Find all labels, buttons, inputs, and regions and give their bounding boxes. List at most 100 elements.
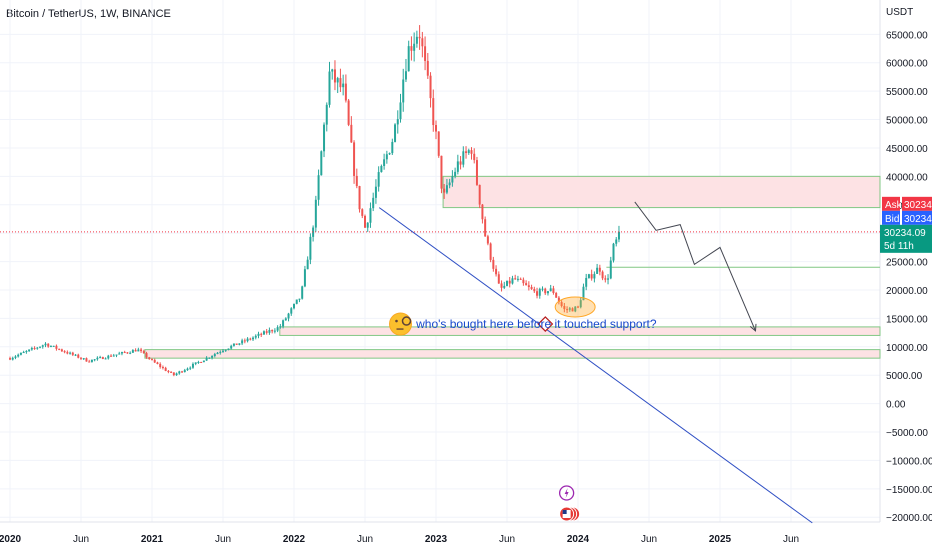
- candle-body: [93, 359, 96, 361]
- candle-body: [77, 354, 80, 358]
- candle-body: [309, 236, 312, 260]
- candle-body: [609, 260, 612, 279]
- candle-body: [607, 278, 610, 280]
- y-tick-label: 40000.00: [886, 172, 928, 183]
- drawings: who's bought here before it touched supp…: [0, 201, 880, 524]
- trend-line[interactable]: [378, 207, 813, 524]
- highlight-ellipse[interactable]: [554, 296, 596, 318]
- candle-body: [593, 273, 596, 279]
- candle-body: [28, 349, 31, 352]
- candle-body: [508, 280, 511, 284]
- candle-body: [462, 151, 465, 165]
- candle-body: [443, 188, 446, 193]
- x-tick-label: 2022: [283, 534, 306, 545]
- candles: [9, 25, 620, 377]
- candle-body: [538, 288, 541, 296]
- candle-body: [495, 268, 498, 275]
- candle-body: [222, 350, 224, 352]
- thinking-face-icon: [389, 312, 412, 336]
- candle-body: [500, 283, 503, 288]
- zone-box[interactable]: [144, 349, 881, 359]
- candle-body: [317, 175, 320, 200]
- bid-label-bg: [882, 210, 900, 225]
- candle-body: [49, 346, 52, 348]
- candle-body: [617, 231, 620, 240]
- y-tick-label: 20000.00: [886, 286, 928, 297]
- candle-body: [598, 267, 601, 272]
- ask-label: Ask: [885, 200, 903, 211]
- candle-body: [112, 355, 115, 357]
- candle-body: [336, 78, 339, 83]
- candle-body: [134, 350, 137, 352]
- ask-value: 30234.10: [904, 200, 932, 211]
- candle-body: [9, 358, 11, 360]
- candle-body: [394, 124, 397, 142]
- annotation-text[interactable]: who's bought here before it touched supp…: [415, 317, 657, 331]
- candle-body: [295, 299, 298, 304]
- candle-body: [183, 370, 186, 373]
- candle-body: [129, 352, 132, 354]
- candle-body: [19, 352, 22, 355]
- candle-body: [402, 79, 405, 103]
- candle-body: [241, 340, 244, 344]
- y-tick-label: 65000.00: [886, 30, 928, 41]
- grid-lines: [0, 0, 881, 523]
- candle-body: [557, 297, 560, 303]
- candle-body: [525, 283, 528, 286]
- candle-body: [407, 46, 410, 72]
- x-axis: Jun 2020 Jun 2021 Jun 2022 Jun 2023 Jun 2024 Jun 20…: [0, 534, 799, 545]
- candle-body: [156, 362, 159, 364]
- candle-body: [246, 338, 249, 342]
- candle-body: [238, 343, 241, 345]
- candle-body: [418, 36, 421, 39]
- y-axis: USDT 65000.00 60000.00 55000.00 50000.00 4500…: [886, 7, 932, 524]
- candle-body: [181, 371, 184, 373]
- candle-body: [519, 278, 522, 280]
- candle-body: [415, 36, 418, 44]
- candle-body: [131, 350, 134, 353]
- candle-body: [347, 100, 350, 125]
- candle-body: [41, 345, 44, 347]
- candle-body: [33, 348, 36, 350]
- y-tick-label: −20000.00: [886, 513, 932, 524]
- candle-body: [456, 161, 459, 172]
- candle-body: [74, 354, 77, 356]
- bid-value: 30234.09: [904, 214, 932, 225]
- y-tick-label: −15000.00: [886, 485, 932, 496]
- candle-body: [388, 153, 391, 155]
- zone-box[interactable]: [279, 326, 881, 336]
- lightning-bolt-icon: [564, 488, 569, 498]
- candle-body: [612, 243, 615, 261]
- candle-body: [435, 125, 437, 132]
- y-tick-label: 60000.00: [886, 59, 928, 70]
- candle-body: [503, 285, 506, 288]
- candle-body: [555, 292, 558, 298]
- candle-body: [574, 306, 577, 312]
- candle-body: [314, 199, 317, 228]
- y-tick-label: 55000.00: [886, 87, 928, 98]
- candle-body: [413, 43, 416, 51]
- candle-body: [172, 372, 175, 376]
- candle-body: [115, 354, 118, 356]
- x-tick-label: 2023: [425, 534, 448, 545]
- diamond-marker-icon[interactable]: [537, 316, 554, 332]
- candle-body: [374, 186, 377, 198]
- candle-body: [421, 38, 424, 47]
- candle-body: [161, 366, 164, 368]
- ask-value-bg: [902, 196, 932, 211]
- candle-body: [80, 357, 82, 359]
- candle-body: [601, 271, 604, 279]
- zone-box[interactable]: [442, 175, 881, 209]
- candle-body: [396, 119, 399, 125]
- candle-body: [459, 161, 462, 165]
- candle-body: [560, 302, 563, 307]
- candle-body: [527, 285, 530, 288]
- candle-body: [52, 345, 55, 347]
- candle-body: [257, 333, 260, 336]
- x-tick-label: 2024: [567, 534, 590, 545]
- candle-body: [123, 352, 126, 354]
- projection-path[interactable]: [634, 201, 756, 332]
- y-axis-unit: USDT: [886, 7, 913, 18]
